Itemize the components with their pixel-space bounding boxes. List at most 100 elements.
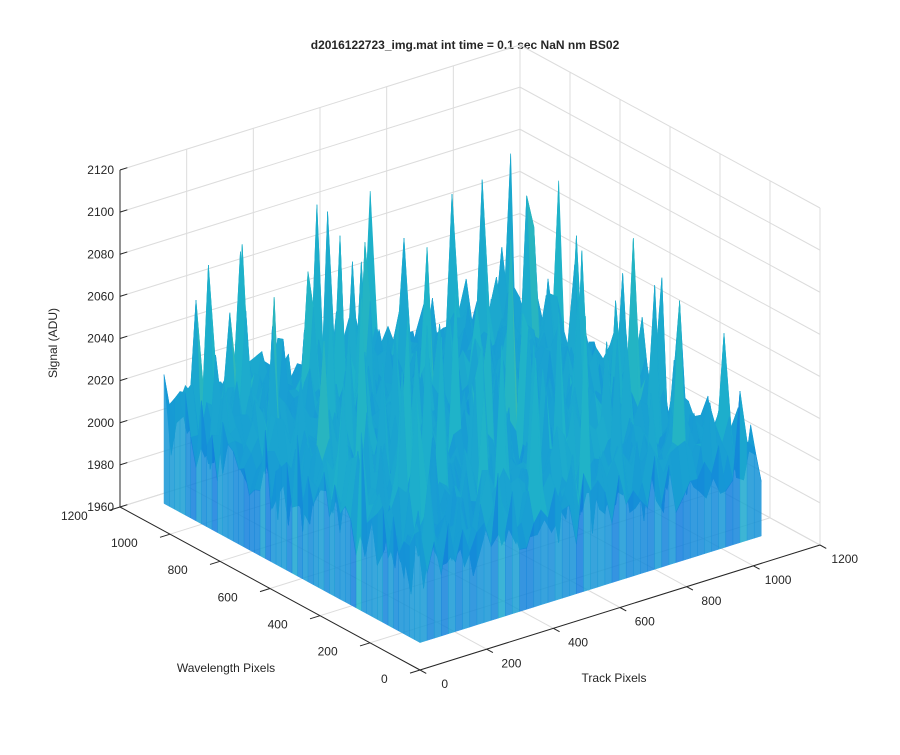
surface-front-edge <box>540 509 549 606</box>
back-wall-grid-horizontal <box>119 170 521 297</box>
surface-mesh <box>163 153 762 644</box>
y-tick-mark <box>309 615 321 620</box>
x-tick-label: 800 <box>701 594 721 608</box>
y-tick-mark <box>209 560 221 565</box>
side-wall-grid-horizontal <box>519 170 821 335</box>
z-tick-label: 1980 <box>87 458 114 472</box>
y-tick-mark <box>159 533 171 538</box>
z-tick-label: 2120 <box>87 163 114 177</box>
back-wall-grid-horizontal <box>119 86 521 213</box>
z-tick-mark <box>119 462 128 466</box>
surface-front-edge <box>318 472 325 591</box>
z-tick-label: 1960 <box>87 500 114 514</box>
y-tick-label: 1000 <box>111 536 138 550</box>
x-tick-mark <box>419 669 427 674</box>
x-tick-label: 400 <box>568 636 588 650</box>
surface-front-edge <box>753 446 762 539</box>
surface-front-edge <box>227 443 234 542</box>
surface-front-edge <box>689 478 698 559</box>
z-tick-label: 2080 <box>87 247 114 261</box>
chart-title: d2016122723_img.mat int time = 0.1 sec N… <box>311 38 620 52</box>
surface-front-edge <box>597 479 606 588</box>
surface-front-edge <box>313 487 319 589</box>
surface-front-edge <box>561 505 570 599</box>
x-tick-mark <box>619 607 627 612</box>
surface-front-edge <box>163 374 170 507</box>
back-wall-grid-horizontal <box>119 44 521 171</box>
z-tick-mark <box>119 377 128 382</box>
surface-front-edge <box>725 479 734 548</box>
y-tick-mark <box>259 588 271 593</box>
z-axis-label: Signal (ADU) <box>46 308 60 378</box>
surface-front-edge <box>339 505 346 603</box>
x-tick-mark <box>486 648 494 654</box>
z-tick-mark <box>119 209 128 213</box>
y-tick-label: 800 <box>168 563 188 577</box>
surface-front-edge <box>206 434 213 531</box>
side-wall-grid-horizontal <box>519 86 821 251</box>
y-tick-label: 600 <box>218 590 238 604</box>
surface-front-edge <box>398 541 405 635</box>
surface-front-edge <box>746 441 755 541</box>
z-tick-mark <box>119 167 128 171</box>
x-tick-mark <box>686 586 694 591</box>
surface-front-edge <box>174 390 181 513</box>
z-tick-label: 2060 <box>87 289 114 303</box>
side-wall-grid-horizontal <box>519 255 821 420</box>
z-tick-label: 2040 <box>87 332 114 346</box>
z-tick-label: 2000 <box>87 416 114 430</box>
surface-front-edge <box>533 509 542 608</box>
side-wall-grid-horizontal <box>519 213 821 377</box>
y-axis-label: Wavelength Pixels <box>177 661 275 675</box>
y-tick-mark <box>409 669 421 674</box>
surface-front-edge <box>371 513 378 620</box>
surface-front-edge <box>345 506 351 606</box>
surface-front-edge <box>583 473 591 592</box>
y-axis-ticks: 0 200 400 600 800 1000 1200 <box>61 506 421 686</box>
x-tick-mark <box>753 565 760 570</box>
y-tick-mark <box>109 506 121 511</box>
surface-front-edge <box>414 530 421 644</box>
surface-front-edge <box>625 490 634 579</box>
x-tick-mark <box>553 627 560 633</box>
z-tick-label: 2020 <box>87 374 114 388</box>
x-axis-label: Track Pixels <box>582 671 647 685</box>
surface-front-edge <box>476 522 485 626</box>
back-wall-grid-horizontal <box>119 128 521 255</box>
surface-front-edge <box>403 540 410 638</box>
surface-front-edge <box>409 533 415 641</box>
y-tick-label: 0 <box>381 672 388 686</box>
z-axis-ticks: 1960 1980 2000 2020 2040 2060 2080 2100 2120 <box>87 163 128 514</box>
y-tick-label: 1200 <box>61 509 88 523</box>
surface-front-edge <box>254 489 261 557</box>
x-tick-label: 200 <box>501 656 521 670</box>
surface-front-edge <box>633 489 641 577</box>
surface-front-edge <box>275 466 282 568</box>
y-tick-mark <box>359 642 371 647</box>
x-tick-label: 1200 <box>831 552 858 566</box>
y-tick-label: 400 <box>268 618 288 632</box>
z-tick-mark <box>119 251 128 255</box>
side-wall-grid-horizontal <box>519 128 821 293</box>
surface-front-edge <box>238 468 245 548</box>
surface-front-edge <box>590 479 599 590</box>
z-tick-mark <box>119 293 128 297</box>
x-axis-ticks: 0 200 400 600 800 1000 1200 <box>419 544 858 691</box>
surface-front-edge <box>366 517 373 617</box>
z-tick-label: 2100 <box>87 205 114 219</box>
surface-front-edge <box>179 391 186 516</box>
surface-front-edge <box>249 489 255 554</box>
surface-front-edge <box>640 499 648 575</box>
surface-front-edge <box>697 462 705 557</box>
x-tick-label: 1000 <box>765 573 792 587</box>
surface-front-edge <box>377 505 383 623</box>
surface-front-edge <box>169 397 175 510</box>
y-tick-label: 200 <box>318 645 338 659</box>
x-tick-mark <box>819 544 827 549</box>
surface-front-edge <box>739 390 748 543</box>
surface-front-edge <box>281 461 287 571</box>
z-tick-mark <box>119 335 128 339</box>
side-wall-grid-horizontal <box>519 44 821 209</box>
